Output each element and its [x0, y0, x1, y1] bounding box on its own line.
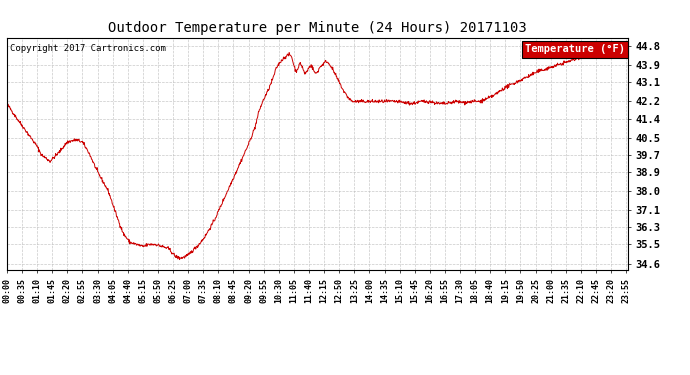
- Text: Temperature (°F): Temperature (°F): [525, 45, 625, 54]
- Text: Copyright 2017 Cartronics.com: Copyright 2017 Cartronics.com: [10, 45, 166, 54]
- Title: Outdoor Temperature per Minute (24 Hours) 20171103: Outdoor Temperature per Minute (24 Hours…: [108, 21, 526, 35]
